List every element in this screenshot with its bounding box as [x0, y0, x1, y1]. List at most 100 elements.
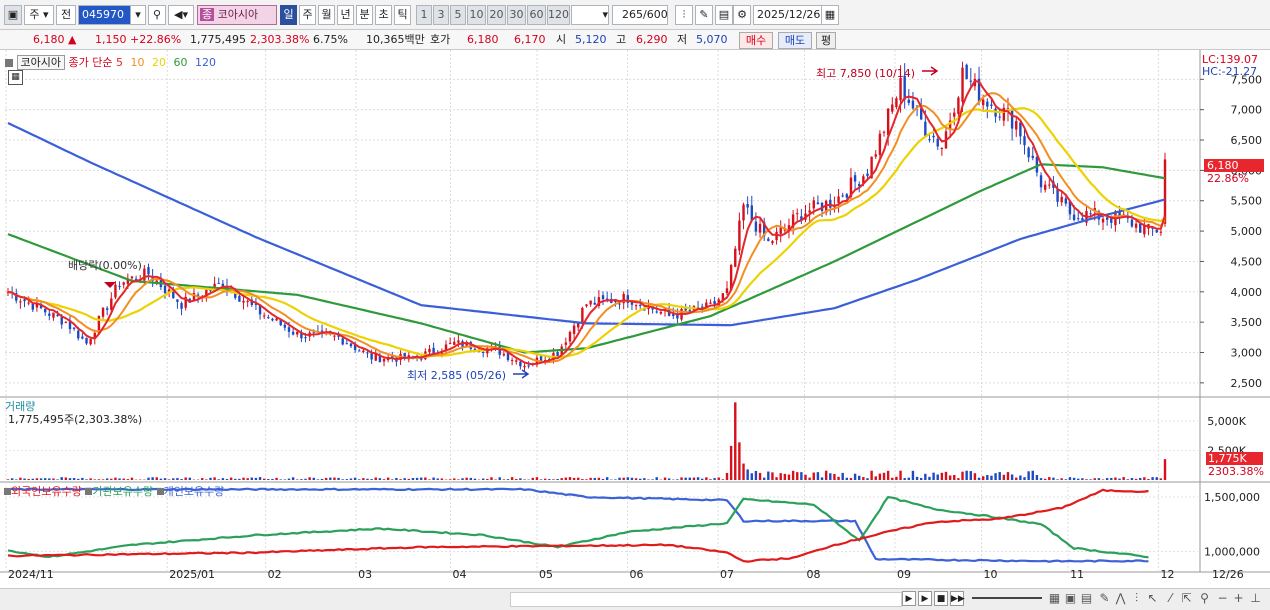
minute-option-60[interactable]: 60 — [527, 5, 546, 25]
minute-option-5[interactable]: 5 — [450, 5, 466, 25]
calendar-icon[interactable]: ▦ — [821, 5, 839, 25]
play-icon[interactable]: ▶ — [918, 591, 932, 606]
draw-icon[interactable]: ✎ — [1099, 591, 1110, 605]
volume-bar — [386, 477, 390, 480]
legend-ma5[interactable]: 5 — [115, 56, 123, 69]
tools-icon[interactable]: ✎ — [695, 5, 713, 25]
search-icon[interactable]: ⚲ — [148, 5, 166, 25]
volume-bar — [308, 477, 311, 480]
date-field[interactable]: 2025/12/26 — [753, 5, 823, 25]
market-select[interactable]: 주 ▾ — [24, 5, 54, 25]
speaker-icon[interactable]: ◀▾ — [168, 5, 194, 25]
grid-icon[interactable]: ▦ — [1048, 591, 1061, 605]
corner-lc: LC:139.07 — [1202, 53, 1259, 66]
candle-icon[interactable]: ⫶ — [1134, 591, 1138, 605]
zoom-icon[interactable]: ⚲ — [1200, 591, 1209, 605]
candle-body — [1064, 198, 1068, 204]
change-percent: +22.86% — [130, 33, 182, 46]
candle-body — [506, 352, 510, 360]
zoom-slider[interactable] — [972, 597, 1042, 599]
cursor-icon[interactable]: ⇱ — [1181, 591, 1192, 605]
volume-bar — [639, 478, 642, 480]
mountain-icon[interactable]: ⋀ — [1115, 591, 1126, 605]
pointer-icon[interactable]: ↖ — [1147, 591, 1158, 605]
minute-option-120[interactable]: 120 — [547, 5, 570, 25]
candle-body — [539, 356, 543, 362]
code-input[interactable]: 045970 — [78, 5, 138, 25]
volume-bar — [167, 479, 171, 480]
period-tab-2[interactable]: 월 — [318, 5, 335, 25]
period-tab-4[interactable]: 분 — [356, 5, 373, 25]
period-tab-0[interactable]: 일 — [280, 5, 297, 25]
chart-background — [0, 50, 1270, 588]
period-tab-5[interactable]: 초 — [375, 5, 392, 25]
minute-option-10[interactable]: 10 — [467, 5, 486, 25]
legend-individual[interactable]: 개인보유수량 — [163, 485, 225, 498]
candle-body — [155, 280, 158, 283]
period-tab-3[interactable]: 년 — [337, 5, 354, 25]
stock-name-field[interactable]: 종 코아시아 — [197, 5, 277, 25]
legend-ma20[interactable]: 20 — [151, 56, 166, 69]
chart-navigation-bar: ▶ ▶ ■ ▶▶ ▦ ▣ ▤ ✎ ⋀ ⫶ ↖ ⁄ ⇱ ⚲ − + ⊥ — [0, 588, 1270, 610]
chart-table-icon[interactable]: ▦ — [8, 70, 23, 85]
legend-foreign[interactable]: 외국인보유수량 — [11, 485, 82, 498]
print-icon[interactable]: ▤ — [1080, 591, 1093, 605]
stop-icon[interactable]: ■ — [934, 591, 948, 606]
minute-option-20[interactable]: 20 — [487, 5, 506, 25]
candle-body — [345, 343, 349, 345]
expand-icon[interactable]: ⊥ — [1250, 591, 1261, 605]
candle-body — [1019, 122, 1022, 137]
save-icon[interactable]: ▤ — [715, 5, 733, 25]
candle-body — [432, 347, 435, 354]
candle-body — [895, 98, 898, 108]
candle-type-icon[interactable]: ⫶ — [675, 5, 693, 25]
volume-bar — [246, 478, 249, 480]
candle-body — [362, 350, 365, 353]
fast-forward-icon[interactable]: ▶▶ — [950, 591, 965, 606]
scroll-right-icon[interactable]: ▶ — [902, 591, 916, 606]
chart-scrollbar[interactable] — [510, 592, 902, 607]
volume-bar — [52, 478, 55, 480]
minute-option-1[interactable]: 1 — [416, 5, 432, 25]
candle-body — [1023, 136, 1026, 146]
stock-chart[interactable]: 2024/11 2025/01 02 03 04 05 06 07 08 09 10 11 12 12/2… — [0, 50, 1270, 588]
candle-body — [915, 105, 919, 107]
line-tool-icon[interactable]: ⁄ — [1169, 591, 1172, 605]
layout-icon[interactable]: ▣ — [1064, 591, 1077, 605]
count-field[interactable]: 265/600 — [612, 5, 668, 25]
window-icon[interactable]: ▣ — [4, 5, 22, 25]
legend-stock-name[interactable]: 코아시아 — [16, 55, 65, 70]
minute-option-30[interactable]: 30 — [507, 5, 526, 25]
buy-button[interactable]: 매수 — [739, 32, 773, 49]
volume-bar — [1093, 478, 1096, 480]
candle-body — [283, 324, 287, 328]
prev-button[interactable]: 전 — [56, 5, 76, 25]
code-dropdown-icon[interactable]: ▾ — [130, 5, 146, 25]
x-axis-label: 09 — [897, 568, 911, 581]
minute-option-3[interactable]: 3 — [433, 5, 449, 25]
zoom-out-icon[interactable]: − — [1217, 591, 1228, 605]
sell-button[interactable]: 매도 — [778, 32, 812, 49]
volume-bar — [973, 473, 977, 480]
period-tab-1[interactable]: 주 — [299, 5, 316, 25]
volume-bar — [907, 477, 911, 480]
volume-bar — [940, 472, 944, 480]
legend-close-label[interactable]: 종가 단순 — [68, 56, 113, 69]
legend-ma60[interactable]: 60 — [173, 56, 188, 69]
more-select[interactable]: ▾ — [571, 5, 609, 25]
volume-bar — [581, 479, 584, 480]
volume-bar — [64, 477, 68, 480]
settings-icon[interactable]: ⚙ — [733, 5, 751, 25]
candle-body — [672, 314, 675, 317]
evaluation-button[interactable]: 평 — [816, 32, 836, 49]
trading-amount: 10,365백만 — [366, 33, 425, 46]
period-tab-6[interactable]: 틱 — [394, 5, 411, 25]
volume-bar — [568, 477, 572, 480]
x-axis-label: 07 — [720, 568, 734, 581]
volume-bar — [457, 479, 460, 480]
volume-bar — [986, 475, 989, 480]
legend-ma10[interactable]: 10 — [130, 56, 145, 69]
zoom-in-icon[interactable]: + — [1233, 591, 1244, 605]
legend-ma120[interactable]: 120 — [194, 56, 216, 69]
legend-institution[interactable]: 기관보유수량 — [92, 485, 154, 498]
